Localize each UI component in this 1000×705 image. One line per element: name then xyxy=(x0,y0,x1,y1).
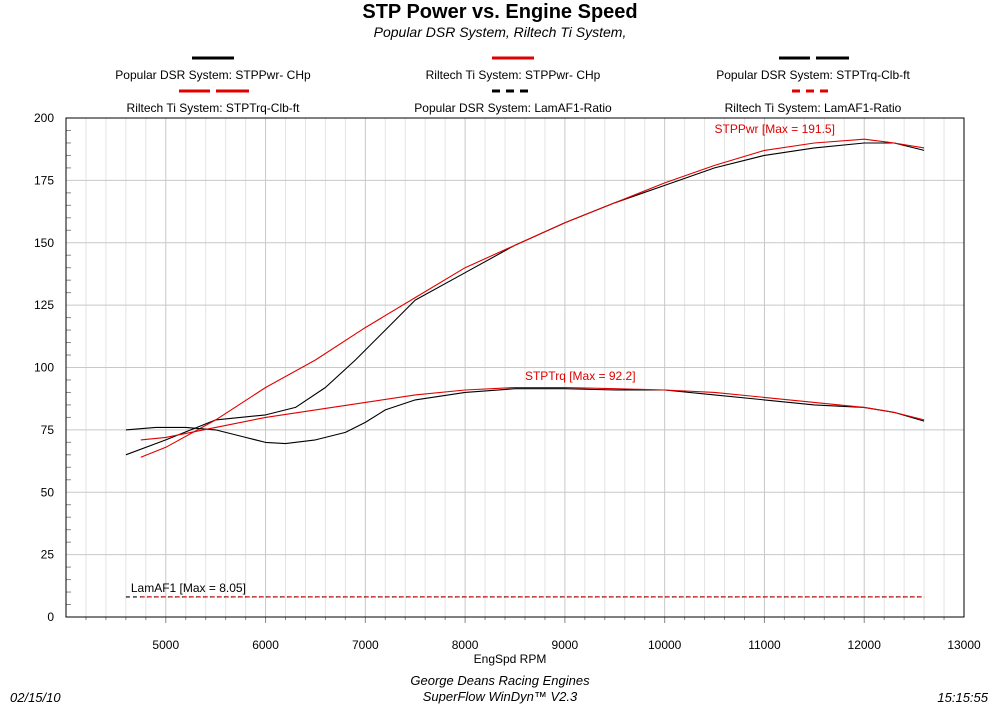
x-tick-label: 7000 xyxy=(352,638,379,652)
x-axis-label: EngSpd RPM xyxy=(474,652,547,666)
y-tick-label: 200 xyxy=(34,111,54,125)
legend-label-dsr-power: Popular DSR System: STPPwr- CHp xyxy=(115,68,311,82)
chart-grid xyxy=(66,118,964,617)
series-line-2 xyxy=(125,388,925,445)
plot-frame xyxy=(65,117,965,618)
series-line-0 xyxy=(125,142,925,456)
y-tick-label: 50 xyxy=(41,485,55,499)
chart-title: STP Power vs. Engine Speed xyxy=(362,1,638,23)
series-line-3 xyxy=(140,386,925,441)
x-tick-label: 12000 xyxy=(848,638,882,652)
legend-label-riltech-power: Riltech Ti System: STPPwr- CHp xyxy=(425,68,601,82)
legend-label-dsr-lambda: Popular DSR System: LamAF1-Ratio xyxy=(414,101,612,115)
legend-swatches xyxy=(179,56,849,93)
footer-time: 15:15:55 xyxy=(937,690,988,705)
x-tick-label: 5000 xyxy=(152,638,179,652)
footer-line2: SuperFlow WinDyn™ V2.3 xyxy=(422,689,578,704)
legend-label-riltech-lambda: Riltech Ti System: LamAF1-Ratio xyxy=(724,101,902,115)
chart-subtitle: Popular DSR System, Riltech Ti System, xyxy=(373,24,627,40)
legend-label-dsr-torque: Popular DSR System: STPTrq-Clb-ft xyxy=(716,68,910,82)
y-tick-label: 100 xyxy=(34,361,54,375)
chart-annotation: LamAF1 [Max = 8.05] xyxy=(131,581,246,595)
y-tick-label: 25 xyxy=(41,548,55,562)
y-tick-label: 175 xyxy=(34,173,54,187)
x-tick-label: 10000 xyxy=(648,638,682,652)
series-line-1 xyxy=(140,138,925,458)
x-tick-label: 13000 xyxy=(947,638,981,652)
footer-date: 02/15/10 xyxy=(10,690,61,705)
x-tick-label: 11000 xyxy=(748,638,781,652)
y-tick-label: 75 xyxy=(41,423,55,437)
footer-line1: George Deans Racing Engines xyxy=(410,673,590,688)
x-tick-label: 6000 xyxy=(252,638,279,652)
chart-annotation: STPPwr [Max = 191.5] xyxy=(715,122,835,136)
x-tick-label: 8000 xyxy=(452,638,479,652)
chart-series xyxy=(125,138,925,598)
chart-annotations: STPPwr [Max = 191.5] STPTrq [Max = 92.2] L… xyxy=(131,122,835,595)
legend-label-riltech-torque: Riltech Ti System: STPTrq-Clb-ft xyxy=(126,101,300,115)
y-tick-label: 125 xyxy=(34,298,54,312)
y-tick-label: 0 xyxy=(47,610,54,624)
y-tick-label: 150 xyxy=(34,236,54,250)
chart-ticks: 0 25 50 75 100 125 150 175 200 5000 6000 7000 8000 90… xyxy=(34,111,981,652)
x-tick-label: 9000 xyxy=(552,638,579,652)
chart-annotation: STPTrq [Max = 92.2] xyxy=(525,369,636,383)
